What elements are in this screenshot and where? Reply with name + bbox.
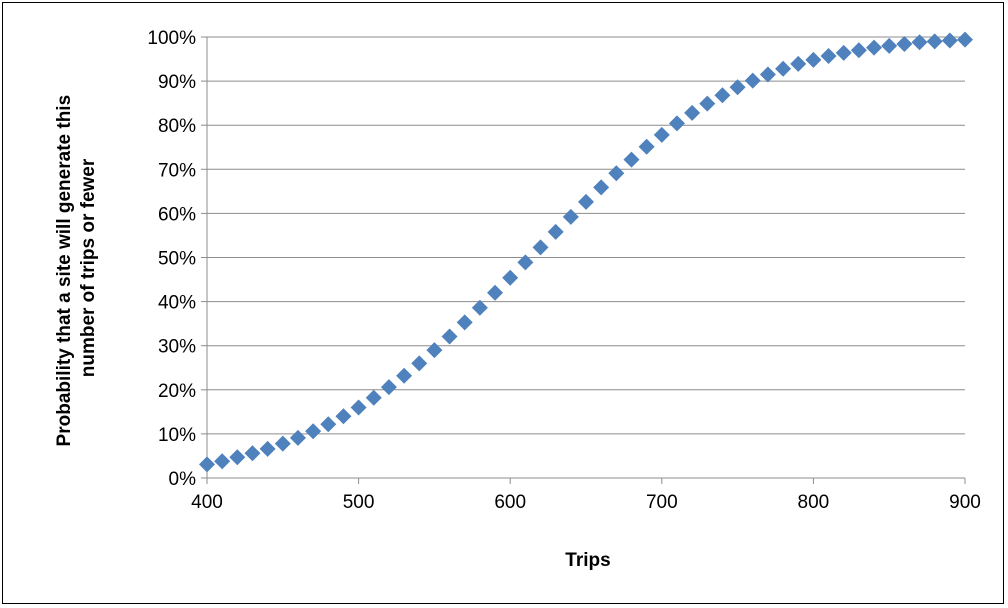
data-point bbox=[578, 193, 594, 210]
data-point bbox=[623, 151, 640, 168]
data-point bbox=[244, 445, 261, 462]
data-point bbox=[365, 389, 382, 406]
x-tick-label: 500 bbox=[343, 492, 375, 513]
x-tick-label: 800 bbox=[798, 492, 830, 513]
gridlines bbox=[207, 36, 965, 435]
data-point bbox=[759, 66, 776, 83]
axes bbox=[201, 36, 966, 484]
data-point bbox=[562, 208, 579, 225]
y-axis-title: Probability that a site will generate th… bbox=[54, 90, 99, 447]
data-point bbox=[850, 42, 867, 59]
data-point bbox=[653, 126, 670, 143]
data-point bbox=[547, 223, 564, 240]
data-point bbox=[911, 34, 928, 51]
data-point bbox=[896, 36, 913, 53]
data-point bbox=[957, 31, 973, 48]
data-point bbox=[729, 79, 746, 96]
data-point bbox=[441, 328, 458, 345]
data-point bbox=[835, 44, 852, 61]
y-axis-title-line-2: number of trips or fewer bbox=[78, 158, 99, 377]
data-point bbox=[396, 367, 413, 384]
data-point bbox=[305, 423, 322, 440]
data-point bbox=[426, 342, 443, 359]
data-point bbox=[714, 87, 731, 104]
y-tick-label: 60% bbox=[158, 204, 196, 225]
data-point bbox=[684, 104, 701, 121]
data-point bbox=[790, 55, 807, 72]
x-tick-label: 900 bbox=[949, 492, 981, 513]
y-tick-label: 70% bbox=[158, 160, 196, 181]
data-point bbox=[881, 37, 898, 54]
data-point bbox=[274, 435, 291, 452]
y-axis-title-line-1: Probability that a site will generate th… bbox=[54, 95, 75, 447]
data-point bbox=[517, 254, 534, 271]
data-point bbox=[229, 449, 246, 466]
data-point bbox=[259, 440, 276, 457]
data-point bbox=[320, 416, 337, 433]
data-point bbox=[866, 39, 883, 56]
data-point bbox=[668, 115, 685, 132]
y-tick-label: 50% bbox=[158, 249, 196, 270]
data-point bbox=[411, 355, 428, 372]
data-point bbox=[380, 379, 397, 396]
data-point bbox=[638, 138, 655, 155]
data-series bbox=[199, 31, 973, 473]
y-tick-label: 10% bbox=[158, 425, 196, 446]
data-point bbox=[941, 32, 958, 49]
x-axis-title: Trips bbox=[565, 550, 610, 571]
y-tick-labels: 0% 10% 20% 30% 40% 50% 60% 70% 80% 90% 100% bbox=[147, 28, 196, 490]
data-point bbox=[502, 269, 519, 286]
data-point bbox=[350, 399, 367, 416]
data-point bbox=[593, 179, 610, 196]
x-tick-label: 600 bbox=[494, 492, 526, 513]
data-point bbox=[532, 239, 549, 256]
data-point bbox=[471, 299, 488, 316]
data-point bbox=[744, 72, 761, 89]
y-tick-label: 90% bbox=[158, 72, 196, 93]
x-tick-label: 700 bbox=[646, 492, 678, 513]
data-point bbox=[289, 429, 306, 446]
data-point bbox=[608, 165, 625, 182]
data-point bbox=[335, 408, 352, 425]
y-tick-label: 20% bbox=[158, 381, 196, 402]
y-tick-label: 0% bbox=[169, 469, 197, 490]
data-point bbox=[775, 60, 792, 77]
data-point bbox=[487, 284, 504, 301]
data-point bbox=[926, 33, 943, 50]
data-point bbox=[820, 47, 837, 64]
y-tick-label: 40% bbox=[158, 293, 196, 314]
data-point bbox=[699, 95, 716, 112]
x-tick-label: 400 bbox=[191, 492, 223, 513]
data-point bbox=[199, 456, 215, 473]
y-tick-label: 100% bbox=[147, 28, 196, 49]
y-tick-label: 30% bbox=[158, 337, 196, 358]
x-tick-labels: 400 500 600 700 800 900 bbox=[191, 492, 981, 513]
data-point bbox=[805, 51, 822, 68]
data-point bbox=[214, 453, 231, 470]
data-point bbox=[456, 314, 473, 331]
y-tick-label: 80% bbox=[158, 116, 196, 137]
